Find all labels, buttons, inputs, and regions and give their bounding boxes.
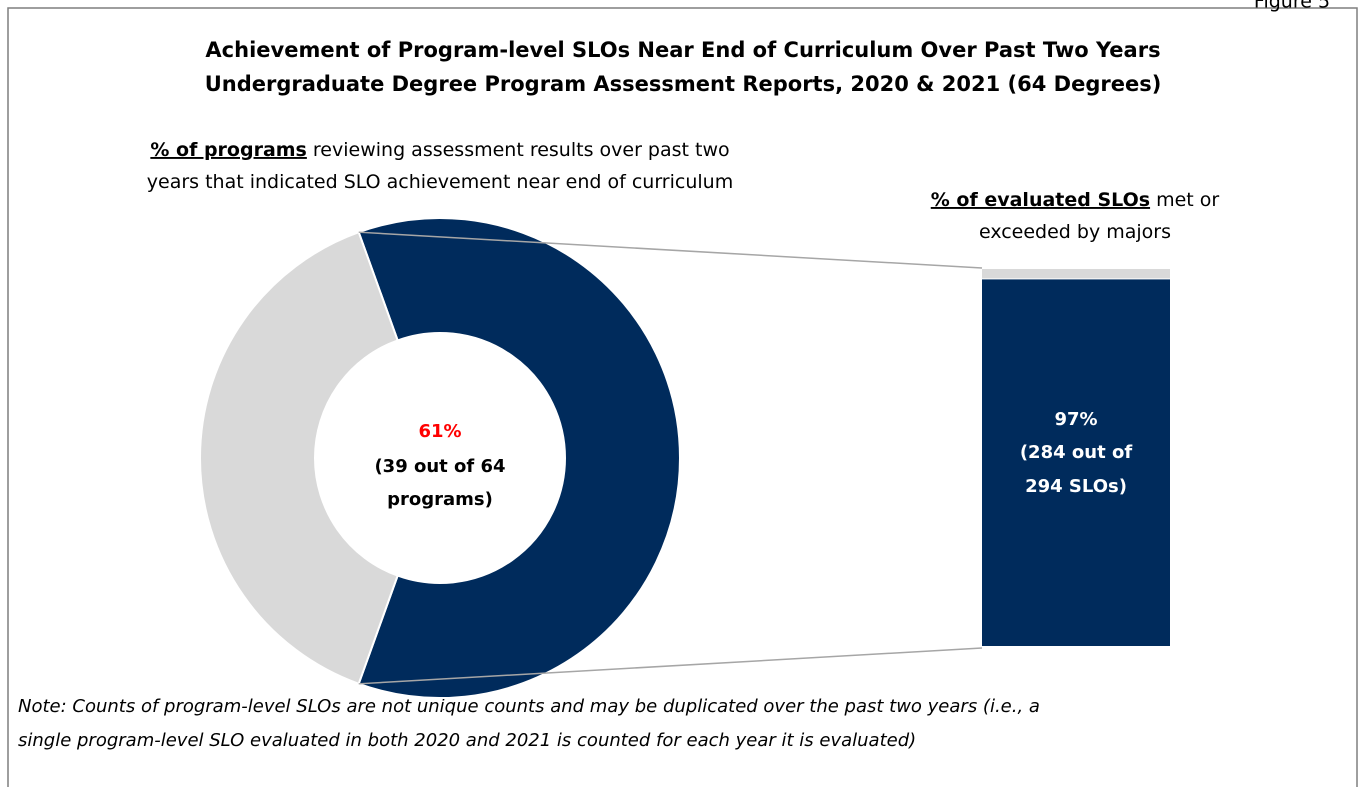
note: single program-level SLO evaluated in bo… [18,730,916,751]
caption: exceeded by majors [979,221,1171,243]
value-label: 61% [418,421,461,442]
value-label: 97% [1054,409,1097,430]
bar-segment [982,279,1170,646]
caption-emphasis: % of evaluated SLOs [931,189,1150,211]
caption-text: exceeded by majors [979,221,1171,243]
donut-segment [199,230,399,686]
chart-subtitle: Undergraduate Degree Program Assessment … [205,72,1162,96]
annotation: programs) [387,489,493,510]
connector [358,231,983,269]
chart-title: Achievement of Program-level SLOs Near E… [205,38,1160,62]
caption-text: years that indicated SLO achievement nea… [147,171,733,193]
caption: % of evaluated SLOs met or [931,189,1220,211]
annotation: 294 SLOs) [1025,476,1127,497]
annotation: (39 out of 64 [374,456,505,477]
frame [7,7,1358,787]
caption-emphasis: % of programs [150,139,307,161]
bar-segment [982,269,1170,279]
figure-label: Figure 5 [1254,0,1330,13]
caption: years that indicated SLO achievement nea… [147,171,733,193]
note: Note: Counts of program-level SLOs are n… [18,696,1040,717]
annotation: (284 out of [1020,442,1132,463]
donut-segment [357,217,682,699]
caption: % of programs reviewing assessment resul… [150,139,729,161]
caption-text: reviewing assessment results over past t… [307,139,730,161]
caption-text: met or [1150,189,1219,211]
connector [358,647,983,685]
